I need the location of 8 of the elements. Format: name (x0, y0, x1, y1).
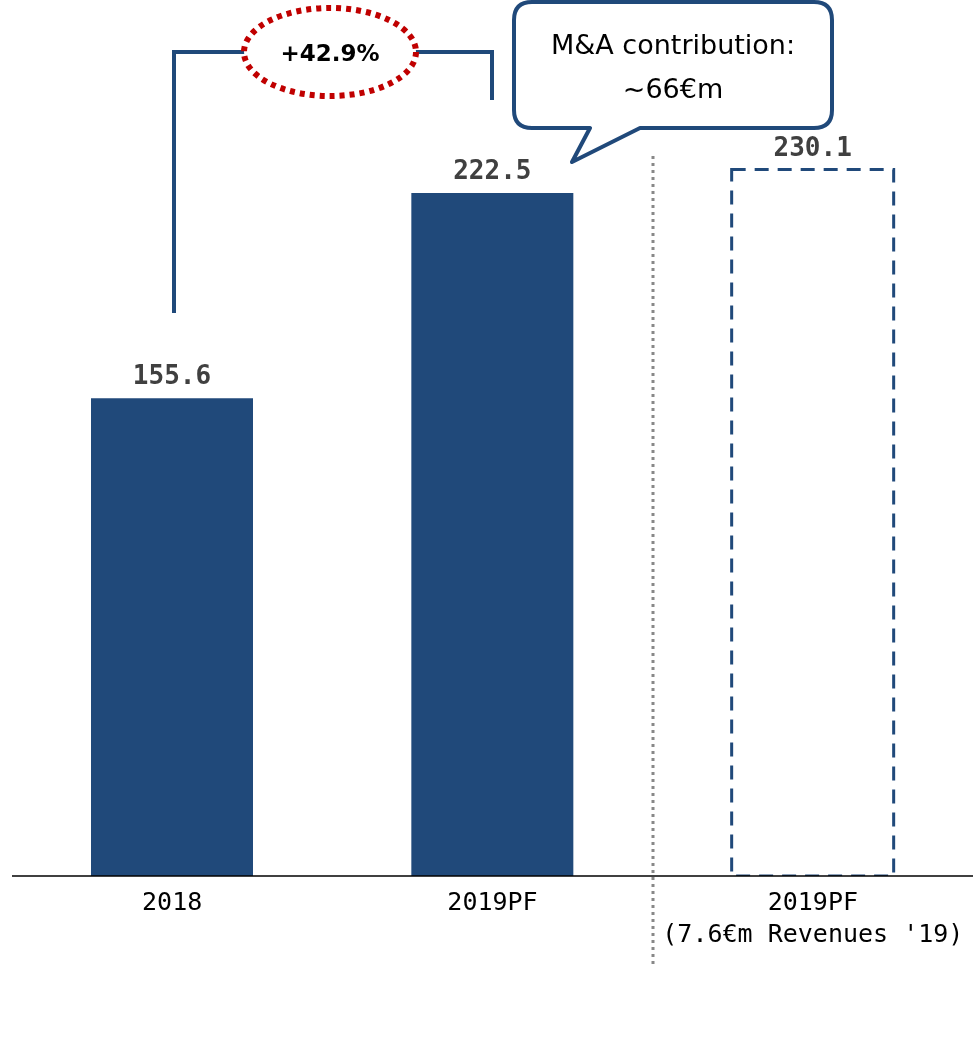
x-tick-label: 2019PF (447, 887, 538, 916)
x-tick-label: 2018 (142, 887, 203, 916)
text: M&A contribution: ~66€m (550, 29, 796, 104)
text: +42.9% (280, 40, 380, 66)
data-label: 230.1 (773, 131, 852, 162)
data-label: 222.5 (453, 154, 532, 185)
data-label: 155.6 (132, 360, 212, 391)
x-tick-label: 2019PF (7.6€m Revenues '19) (662, 887, 964, 948)
